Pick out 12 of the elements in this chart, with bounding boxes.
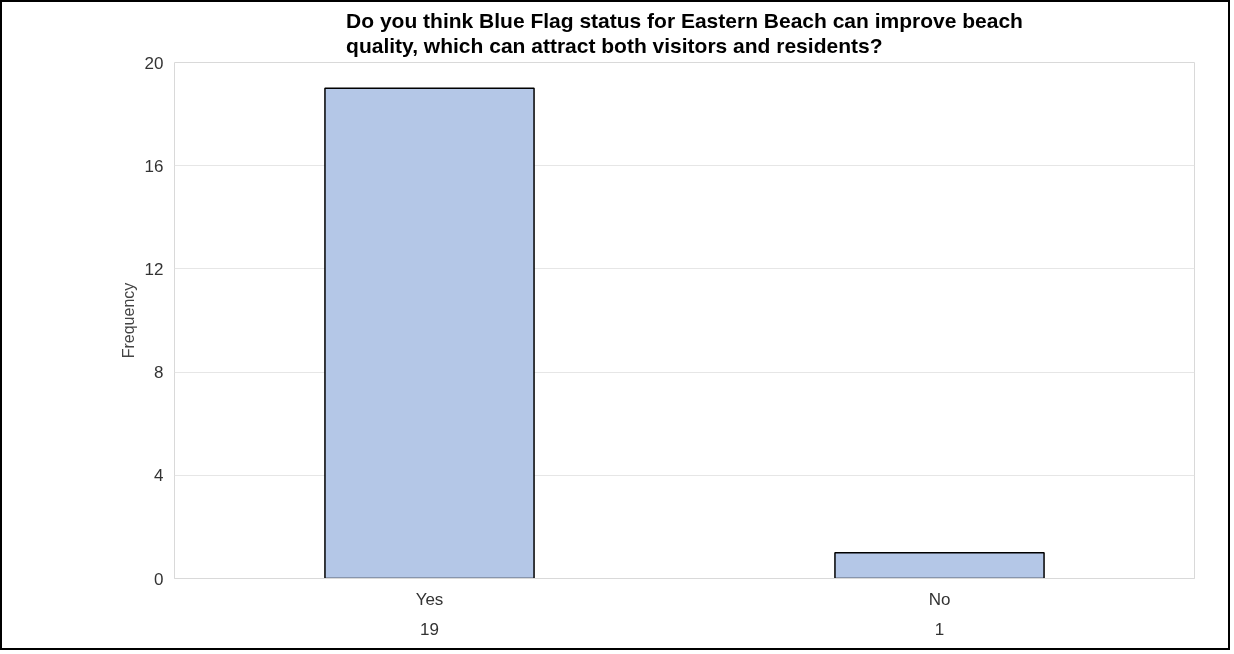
y-tick-label: 4 (154, 466, 164, 486)
chart-title: Do you think Blue Flag status for Eastern Beach can improve beach quality, which can attract both visitors and residents? (346, 9, 1023, 58)
x-tick-label: No (928, 589, 951, 609)
y-tick-label: 12 (144, 259, 164, 279)
y-tick-label: 16 (144, 156, 164, 176)
y-axis-title: Frequency (119, 282, 137, 359)
data-label: 1 (934, 619, 945, 639)
x-tick-label: Yes (415, 589, 444, 609)
y-tick-label: 0 (154, 569, 164, 589)
y-tick-label: 20 (144, 53, 164, 73)
y-tick-label: 8 (154, 363, 164, 383)
data-label: 19 (420, 619, 439, 639)
